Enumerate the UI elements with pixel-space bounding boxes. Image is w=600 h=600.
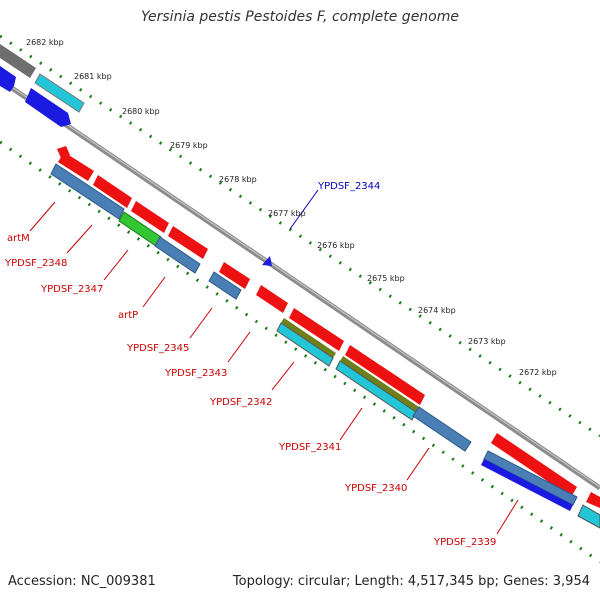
leader-artM <box>29 201 56 232</box>
gene-cyan-1[interactable] <box>276 322 334 367</box>
gene-steelblue-3[interactable] <box>208 271 242 300</box>
gene-cyan-2[interactable] <box>335 360 417 421</box>
tick-track-inner <box>0 140 600 564</box>
leader-2347 <box>103 249 129 281</box>
gene-red-5[interactable] <box>219 262 250 289</box>
gene-label-YPDSF_2340[interactable]: YPDSF_2340 <box>344 483 407 494</box>
kbp-label-2681: 2681 kbp <box>74 72 112 81</box>
gene-red-3[interactable] <box>131 201 169 233</box>
gene-red-7[interactable] <box>289 308 344 351</box>
gene-label-YPDSF_2342[interactable]: YPDSF_2342 <box>209 397 272 408</box>
gene-label-YPDSF_2344[interactable]: YPDSF_2344 <box>317 181 380 192</box>
leader-2339 <box>496 499 519 535</box>
map-title: Yersinia pestis Pestoides F, complete ge… <box>141 9 459 25</box>
accession-label: Accession: NC_009381 <box>8 574 156 589</box>
genome-backbone <box>0 77 600 491</box>
gene-blue-5[interactable] <box>481 459 573 511</box>
gene-label-YPDSF_2348[interactable]: YPDSF_2348 <box>4 258 67 269</box>
leader-artP <box>142 276 166 308</box>
gene-olive-1[interactable] <box>281 318 336 358</box>
kbp-label-2673: 2673 kbp <box>468 337 506 346</box>
gene-label-artM[interactable]: artM <box>7 233 30 244</box>
kbp-tick-track-outer <box>0 34 600 438</box>
gene-steelblue-1[interactable] <box>50 163 125 220</box>
leader-2342 <box>271 361 295 391</box>
gene-2344-marker[interactable] <box>262 256 272 266</box>
kbp-label-2676: 2676 kbp <box>317 241 355 250</box>
gene-red-4[interactable] <box>168 226 208 259</box>
gene-red-2[interactable] <box>93 175 132 208</box>
kbp-label-2675: 2675 kbp <box>367 274 405 283</box>
gene-red-10[interactable] <box>586 492 600 508</box>
kbp-label-2677: 2677 kbp <box>268 209 306 218</box>
kbp-label-2672: 2672 kbp <box>519 368 557 377</box>
gene-blue-top-1[interactable] <box>0 66 16 92</box>
gene-red-8[interactable] <box>345 345 425 405</box>
kbp-label-2680: 2680 kbp <box>122 107 160 116</box>
leader-2344 <box>289 189 319 230</box>
kbp-label-2674: 2674 kbp <box>418 306 456 315</box>
gene-blue-top-2[interactable] <box>25 88 71 127</box>
genome-summary: Topology: circular; Length: 4,517,345 bp… <box>232 574 590 589</box>
gene-gray-top[interactable] <box>0 44 36 78</box>
gene-steelblue-2[interactable] <box>154 236 201 274</box>
leader-2341 <box>339 407 363 441</box>
gene-label-YPDSF_2341[interactable]: YPDSF_2341 <box>278 442 341 453</box>
gene-label-YPDSF_2339[interactable]: YPDSF_2339 <box>433 537 496 548</box>
leader-2348 <box>66 224 93 254</box>
kbp-label-2682: 2682 kbp <box>26 38 64 47</box>
leader-2340 <box>406 447 430 481</box>
gene-label-YPDSF_2347[interactable]: YPDSF_2347 <box>40 284 103 295</box>
gene-label-YPDSF_2345[interactable]: YPDSF_2345 <box>126 343 189 354</box>
kbp-label-2678: 2678 kbp <box>219 175 257 184</box>
gene-cyan-top[interactable] <box>34 73 85 113</box>
gene-cyan-3[interactable] <box>577 504 600 529</box>
leader-2343 <box>227 331 251 363</box>
gene-olive-2[interactable] <box>340 356 419 412</box>
gene-red-9[interactable] <box>491 433 577 497</box>
gene-steelblue-4[interactable] <box>412 406 472 452</box>
kbp-label-2679: 2679 kbp <box>170 141 208 150</box>
gene-red-6[interactable] <box>256 285 288 313</box>
gene-label-YPDSF_2343[interactable]: YPDSF_2343 <box>164 368 227 379</box>
gene-label-artP[interactable]: artP <box>118 310 138 321</box>
gene-red-1[interactable] <box>58 152 94 181</box>
genome-backbone-highlight <box>0 78 600 488</box>
leader-2345 <box>189 307 213 339</box>
